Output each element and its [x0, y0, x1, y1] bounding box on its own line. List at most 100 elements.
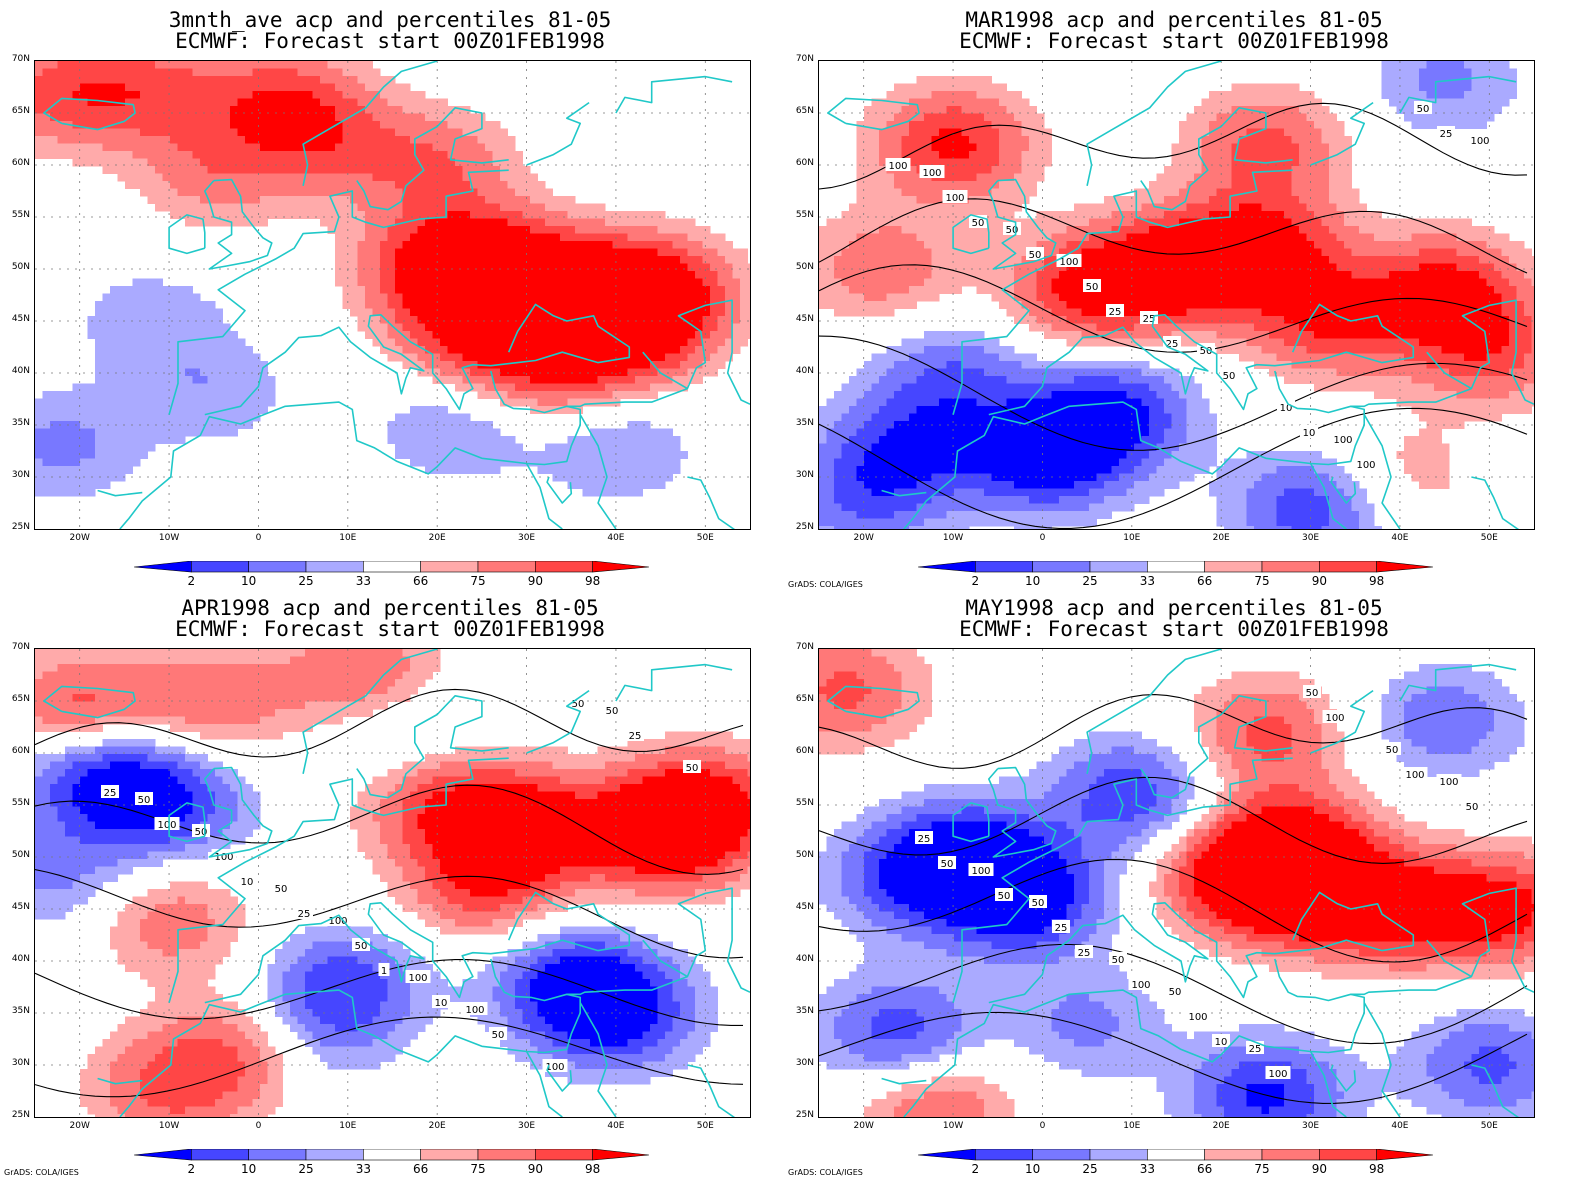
contour-label-box	[378, 963, 390, 976]
colorbar	[918, 561, 1434, 573]
contour-label: 50	[492, 1030, 505, 1041]
longitude-label: 10W	[158, 533, 180, 543]
map-plot-area: 50 50 50 100 100 50 25 50 25 25 100 100 50 50 100 100 10…	[818, 648, 1535, 1118]
colorbar-label: 98	[585, 574, 601, 588]
contour-label-box	[1277, 400, 1295, 413]
latitude-label: 45N	[795, 314, 814, 324]
map-plot-area	[34, 60, 751, 530]
grads-credit: GrADS: COLA/IGES	[788, 1168, 863, 1177]
longitude-label: 40E	[1391, 1121, 1409, 1131]
colorbar-segment	[1089, 1149, 1148, 1161]
percentile-field: 100 100 50 100 100 50 25 10 50 100 50 50 100 100 50 25 1…	[819, 61, 1534, 529]
colorbar-label: 10	[241, 1162, 257, 1176]
map-plot-area: 100 100 50 100 100 50 25 10 50 100 50 50 100 100 50 25 1…	[818, 60, 1535, 530]
colorbar-label: 98	[1369, 1162, 1385, 1176]
contour-label-box	[135, 792, 153, 805]
contour-label-box	[1414, 101, 1432, 114]
longitude-label: 20W	[69, 533, 90, 543]
shading-layer	[35, 649, 750, 1117]
contour-label: 50	[998, 891, 1011, 902]
colorbar-label: 66	[1197, 1162, 1213, 1176]
contour-lines	[35, 688, 744, 1098]
colorbar-label: 10	[241, 574, 257, 588]
latitude-label: 35N	[11, 1006, 30, 1016]
longitude-label: 10E	[1123, 533, 1141, 543]
colorbar-segment	[975, 561, 1033, 573]
longitude-label: 50E	[696, 533, 714, 543]
contour-label: 50	[1386, 745, 1399, 756]
longitude-label: 50E	[1480, 533, 1498, 543]
grid-lines	[35, 61, 750, 529]
latitude-label: 55N	[11, 210, 30, 220]
contour-label: 50	[1200, 346, 1213, 357]
colorbar-segment	[535, 1149, 593, 1161]
coastlines	[827, 61, 1534, 529]
colorbar-segment	[1204, 561, 1263, 573]
longitude-label: 50E	[1480, 1121, 1498, 1131]
colorbar-label: 75	[470, 574, 486, 588]
contour-label: 25	[1109, 307, 1122, 318]
latitude-label: 55N	[795, 210, 814, 220]
contour-label-box	[1212, 1034, 1230, 1047]
map-plot-area: 50 100 100 50 50 50 100 100 50 100 50 50 25 100 25 10 50…	[34, 648, 751, 1118]
map-panel-4: MAY1998 acp and percentiles 81-05 ECMWF:…	[784, 588, 1564, 1178]
percentile-field: 50 100 100 50 50 50 100 100 50 100 50 50 25 100 25 10 50…	[35, 649, 750, 1117]
colorbar	[134, 1149, 650, 1161]
longitude-label: 40E	[1391, 533, 1409, 543]
colorbar-label: 75	[1254, 574, 1270, 588]
contour-label: 10	[435, 998, 448, 1009]
colorbar-label: 66	[413, 1162, 429, 1176]
contour-label: 50	[1223, 371, 1236, 382]
longitude-label: 20W	[853, 1121, 874, 1131]
longitude-label: 10W	[942, 533, 964, 543]
contour-label-box	[1300, 425, 1318, 438]
latitude-label: 40N	[795, 366, 814, 376]
contour-label: 50	[355, 941, 368, 952]
colorbar-label: 75	[1254, 1162, 1270, 1176]
contour-label-box	[1185, 1009, 1211, 1022]
contour-label: 100	[328, 916, 347, 927]
contour-label-box	[1383, 742, 1401, 755]
map-panel-3: APR1998 acp and percentiles 81-05 ECMWF:…	[0, 588, 780, 1178]
contour-label: 100	[945, 193, 964, 204]
contour-label: 100	[1268, 1069, 1287, 1080]
panel-title: 3mnth_ave acp and percentiles 81-05	[168, 8, 612, 32]
colorbar-segment	[592, 1149, 650, 1161]
longitude-label: 10E	[339, 533, 357, 543]
contour-label: 100	[922, 168, 941, 179]
contour-label: 50	[606, 706, 619, 717]
contour-label: 100	[1131, 980, 1150, 991]
contour-label: 100	[1405, 770, 1424, 781]
longitude-label: 20E	[428, 533, 446, 543]
latitude-label: 70N	[11, 642, 30, 652]
colorbar-segment	[477, 561, 536, 573]
colorbar-segment	[1032, 561, 1091, 573]
panel-subtitle: ECMWF: Forecast start 00Z01FEB1998	[959, 617, 1389, 641]
contour-label-box	[885, 158, 911, 171]
contour-label-box	[238, 874, 256, 887]
longitude-label: 20W	[69, 1121, 90, 1131]
latitude-label: 35N	[795, 1006, 814, 1016]
colorbar-label: 33	[355, 574, 371, 588]
colorbar	[918, 1149, 1434, 1161]
contour-label: 50	[1029, 250, 1042, 261]
latitude-label: 55N	[11, 798, 30, 808]
contour-label-box	[1003, 222, 1021, 235]
contour-label: 10	[1303, 428, 1316, 439]
longitude-label: 0	[255, 1121, 262, 1131]
contour-label-box	[919, 165, 945, 178]
longitude-label: 30E	[517, 533, 536, 543]
colorbar-label: 98	[585, 1162, 601, 1176]
contour-label-box	[995, 888, 1013, 901]
contour-label: 50	[1112, 955, 1125, 966]
contour-label-box	[272, 881, 290, 894]
colorbar-label: 90	[1311, 574, 1327, 588]
contour-label: 50	[138, 795, 151, 806]
map-panel-2: MAR1998 acp and percentiles 81-05 ECMWF:…	[784, 0, 1564, 590]
longitude-label: 0	[1039, 1121, 1046, 1131]
contour-label: 100	[971, 866, 990, 877]
contour-label: 100	[1059, 257, 1078, 268]
colorbar-segment	[1319, 1149, 1377, 1161]
latitude-label: 40N	[11, 954, 30, 964]
colorbar-segment	[1204, 1149, 1263, 1161]
